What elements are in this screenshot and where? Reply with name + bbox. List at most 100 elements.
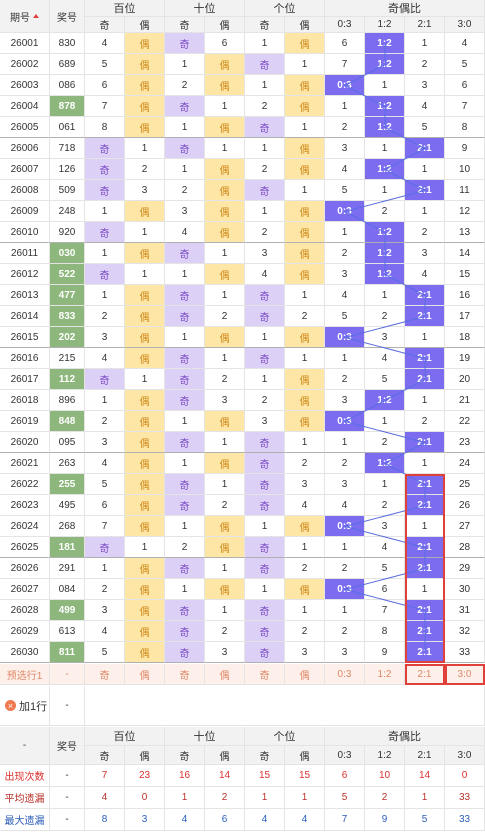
- cell: 6: [445, 75, 485, 96]
- cell: 9: [365, 642, 405, 663]
- cell: 0:3: [325, 327, 365, 348]
- cell: 3: [325, 474, 365, 495]
- cell: 奇: [85, 180, 125, 201]
- cell: 奇: [85, 159, 125, 180]
- cell: 1: [205, 243, 245, 264]
- cell: 5: [85, 54, 125, 75]
- group-header: 奇偶比: [325, 727, 485, 746]
- cell: 15: [445, 264, 485, 285]
- cell: 1: [85, 201, 125, 222]
- cell: 1: [365, 75, 405, 96]
- stat-value: 7: [85, 765, 125, 787]
- stat-number: -: [50, 809, 85, 831]
- stat-value: 1: [285, 787, 325, 809]
- cell: 2:1: [405, 474, 445, 495]
- sub-header: 0:3: [325, 17, 365, 33]
- cell: 偶: [205, 201, 245, 222]
- cell: 2:1: [405, 369, 445, 390]
- cell: 偶: [285, 75, 325, 96]
- sub-header: 2:1: [405, 17, 445, 33]
- issue: 26011: [0, 243, 50, 264]
- cell: 19: [445, 348, 485, 369]
- group-header: 奇偶比: [325, 0, 485, 17]
- cell: 4: [285, 495, 325, 516]
- cell: 奇: [165, 306, 205, 327]
- cell: 13: [445, 222, 485, 243]
- cell: 偶: [125, 453, 165, 474]
- cell: 1: [405, 159, 445, 180]
- add-row-button[interactable]: × 加1行: [0, 686, 50, 726]
- sub-header: 0:3: [325, 746, 365, 765]
- cell: 奇: [245, 180, 285, 201]
- cell: 偶: [125, 390, 165, 411]
- sort-icon[interactable]: [33, 14, 39, 18]
- number: 112: [50, 369, 85, 390]
- cell: 1: [245, 138, 285, 159]
- cell: 偶: [125, 285, 165, 306]
- cell: 奇: [245, 453, 285, 474]
- cell: 偶: [125, 33, 165, 54]
- sub-header: 3:0: [445, 746, 485, 765]
- cell: 2: [245, 222, 285, 243]
- cell: 4: [365, 348, 405, 369]
- cell: 1: [325, 222, 365, 243]
- cell: 偶: [285, 33, 325, 54]
- number: 613: [50, 621, 85, 642]
- cell: 4: [325, 285, 365, 306]
- cell: 2: [245, 159, 285, 180]
- cell: 3: [205, 642, 245, 663]
- cell: 1:2: [365, 117, 405, 138]
- cell: 27: [445, 516, 485, 537]
- cell: 偶: [125, 474, 165, 495]
- cell: 2:1: [405, 495, 445, 516]
- cell: 22: [445, 411, 485, 432]
- cell: 4: [165, 222, 205, 243]
- sub-header: 奇: [85, 17, 125, 33]
- cell: 1: [245, 33, 285, 54]
- cell: 2: [85, 306, 125, 327]
- cell: 奇: [165, 33, 205, 54]
- issue: 26021: [0, 453, 50, 474]
- cell: 4: [445, 33, 485, 54]
- sub-header: 偶: [205, 17, 245, 33]
- cell: 1: [285, 600, 325, 621]
- add-icon: ×: [5, 700, 16, 711]
- issue: 26010: [0, 222, 50, 243]
- cell: 偶: [285, 390, 325, 411]
- cell: 奇: [245, 600, 285, 621]
- number: 126: [50, 159, 85, 180]
- cell: 奇: [165, 432, 205, 453]
- number: 263: [50, 453, 85, 474]
- stat-number: -: [50, 787, 85, 809]
- cell: 4: [365, 537, 405, 558]
- cell: 3: [245, 411, 285, 432]
- issue: 26020: [0, 432, 50, 453]
- cell: 6: [325, 33, 365, 54]
- cell: 3: [165, 201, 205, 222]
- cell: 1: [285, 54, 325, 75]
- cell: 奇: [245, 117, 285, 138]
- number: 291: [50, 558, 85, 579]
- cell: 1: [205, 348, 245, 369]
- cell: 4: [85, 453, 125, 474]
- sub-header: 偶: [205, 746, 245, 765]
- cell: 1: [165, 54, 205, 75]
- preselect-cell: 奇: [245, 664, 285, 685]
- cell: 11: [445, 180, 485, 201]
- cell: 偶: [125, 348, 165, 369]
- cell: 2: [125, 159, 165, 180]
- cell: 8: [85, 117, 125, 138]
- preselect-cell: 3:0: [445, 664, 485, 685]
- cell: 偶: [125, 201, 165, 222]
- issue: 26026: [0, 558, 50, 579]
- cell: 20: [445, 369, 485, 390]
- cell: 1: [405, 327, 445, 348]
- cell: 0:3: [325, 579, 365, 600]
- cell: 2:1: [405, 285, 445, 306]
- cell: 偶: [205, 222, 245, 243]
- issue: 26013: [0, 285, 50, 306]
- cell: 2: [325, 243, 365, 264]
- cell: 2: [285, 453, 325, 474]
- sub-header: 奇: [165, 17, 205, 33]
- cell: 23: [445, 432, 485, 453]
